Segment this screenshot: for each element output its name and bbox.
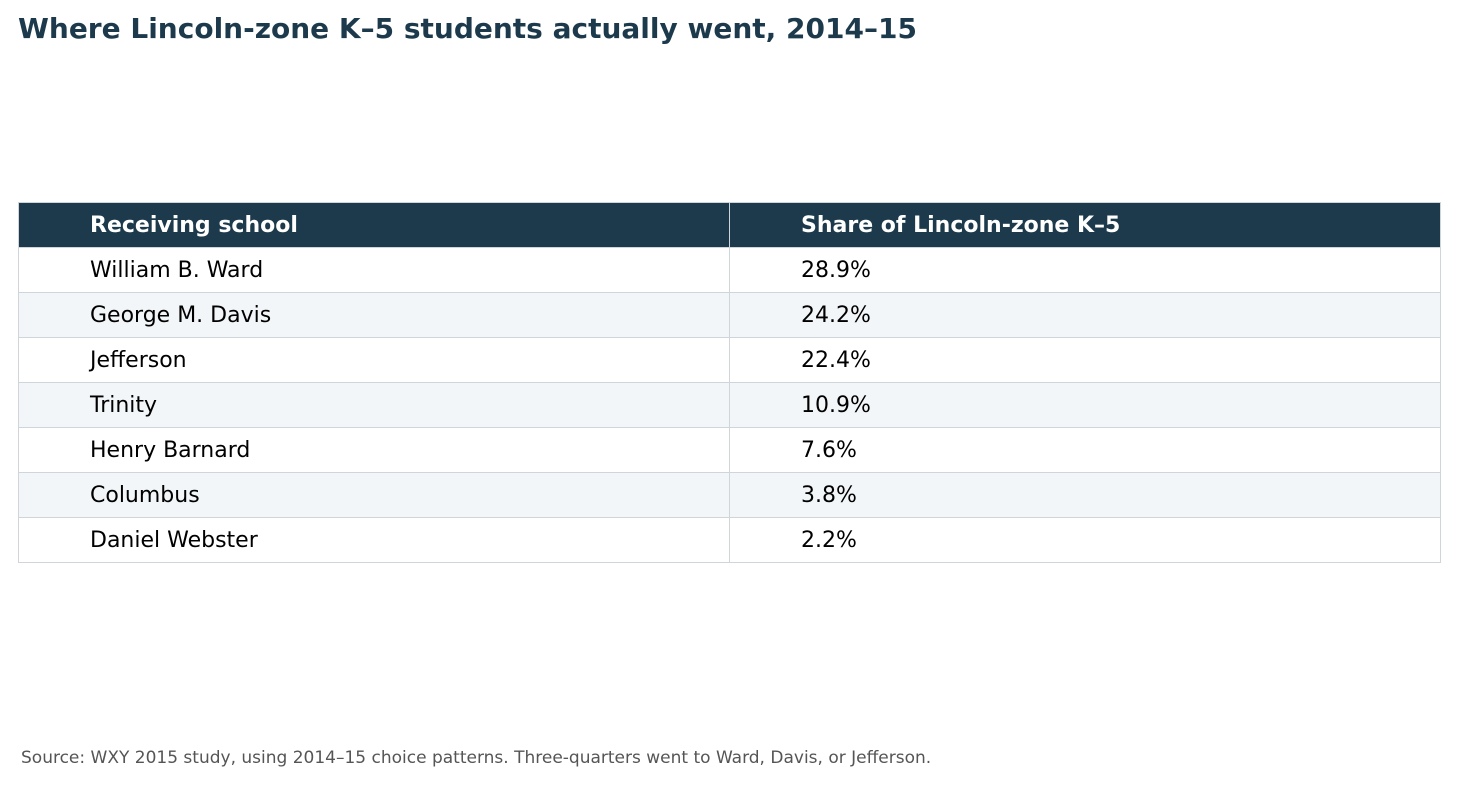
source-note: Source: WXY 2015 study, using 2014–15 ch…: [21, 748, 932, 768]
cell-school: George M. Davis: [18, 292, 730, 338]
cell-school: Jefferson: [18, 337, 730, 383]
chart-title: Where Lincoln-zone K–5 students actually…: [18, 12, 917, 45]
column-header-share: Share of Lincoln-zone K–5: [729, 202, 1441, 248]
column-header-school: Receiving school: [18, 202, 730, 248]
header-row: Receiving school Share of Lincoln-zone K…: [18, 202, 1441, 248]
cell-share: 3.8%: [729, 472, 1441, 518]
table-row: Henry Barnard 7.6%: [18, 427, 1441, 473]
cell-share: 22.4%: [729, 337, 1441, 383]
cell-share: 24.2%: [729, 292, 1441, 338]
cell-share: 28.9%: [729, 247, 1441, 293]
table-row: Daniel Webster 2.2%: [18, 517, 1441, 563]
cell-share: 7.6%: [729, 427, 1441, 473]
cell-school: Trinity: [18, 382, 730, 428]
cell-share: 2.2%: [729, 517, 1441, 563]
cell-school: Henry Barnard: [18, 427, 730, 473]
data-table: Receiving school Share of Lincoln-zone K…: [18, 202, 1441, 563]
table-row: Columbus 3.8%: [18, 472, 1441, 518]
cell-school: William B. Ward: [18, 247, 730, 293]
cell-share: 10.9%: [729, 382, 1441, 428]
table-body: William B. Ward 28.9% George M. Davis 24.2%…: [18, 247, 1441, 563]
cell-school: Columbus: [18, 472, 730, 518]
table-row: Trinity 10.9%: [18, 382, 1441, 428]
table-row: George M. Davis 24.2%: [18, 292, 1441, 338]
table-row: Jefferson 22.4%: [18, 337, 1441, 383]
cell-school: Daniel Webster: [18, 517, 730, 563]
table-row: William B. Ward 28.9%: [18, 247, 1441, 293]
